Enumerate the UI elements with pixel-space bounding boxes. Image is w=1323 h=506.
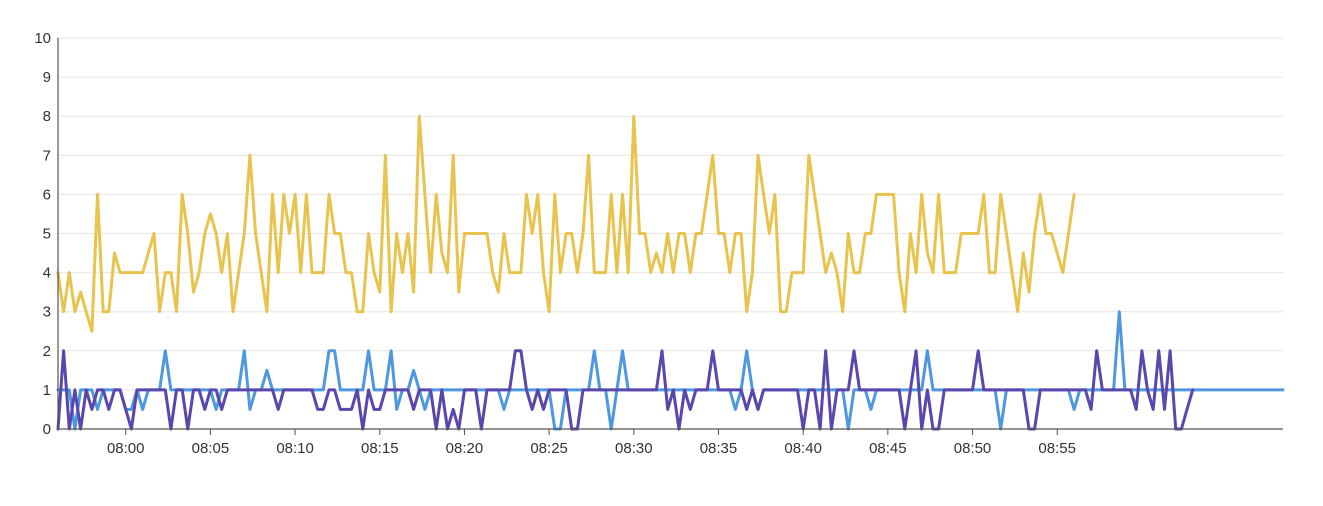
series-line-2	[56, 310, 1285, 431]
x-tick-label: 08:05	[192, 440, 230, 457]
y-tick-label: 3	[43, 304, 51, 321]
y-tick-label: 9	[43, 69, 51, 86]
y-tick-labels: 0 1 2 3 4 5 6 7 8 9 10	[34, 30, 51, 438]
y-tick-label: 10	[34, 30, 51, 47]
y-tick-label: 5	[43, 226, 51, 243]
x-tick-label: 08:55	[1038, 440, 1076, 457]
x-tick-label: 08:40	[784, 440, 822, 457]
x-tick-label: 08:35	[700, 440, 738, 457]
series-line-3	[56, 349, 1195, 431]
x-tick-label: 08:25	[530, 440, 568, 457]
x-tick-label: 08:00	[107, 440, 145, 457]
x-tick-labels: 08:00 08:05 08:10 08:15 08:20 08:25 08:30 08:35…	[107, 440, 1076, 457]
axes	[57, 38, 1283, 435]
series-lines	[56, 114, 1285, 431]
y-tick-label: 1	[43, 382, 51, 399]
y-tick-label: 6	[43, 186, 51, 203]
x-tick-label: 08:30	[615, 440, 653, 457]
y-tick-label: 7	[43, 147, 51, 164]
x-tick-label: 08:10	[276, 440, 314, 457]
x-tick-label: 08:50	[954, 440, 992, 457]
y-tick-label: 4	[43, 265, 51, 282]
x-tick-label: 08:45	[869, 440, 907, 457]
y-tick-label: 0	[43, 421, 51, 438]
y-tick-label: 8	[43, 108, 51, 125]
x-tick-label: 08:15	[361, 440, 399, 457]
y-tick-label: 2	[43, 343, 51, 360]
series-line-1	[56, 114, 1076, 333]
x-tick-label: 08:20	[446, 440, 484, 457]
